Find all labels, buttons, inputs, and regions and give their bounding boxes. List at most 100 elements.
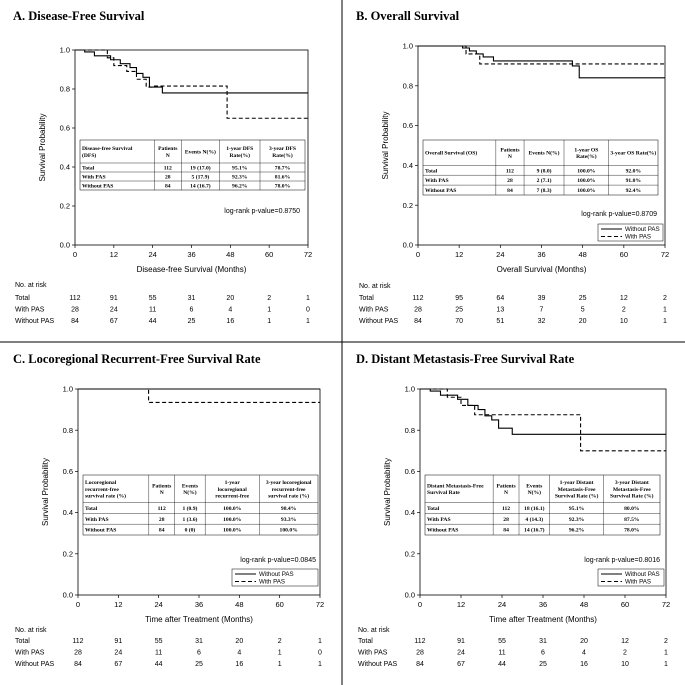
table-header-cell: 1-year locoregional recurrent-free	[215, 480, 249, 499]
x-axis-label: Disease-free Survival (Months)	[137, 265, 247, 274]
table-cell: 112	[506, 168, 514, 174]
risk-count: 84	[414, 318, 422, 325]
x-tick-label: 0	[418, 600, 422, 609]
y-tick-label: 1.0	[60, 46, 70, 55]
risk-count: 11	[155, 650, 162, 657]
risk-count: 1	[306, 318, 310, 325]
risk-row-label: Total	[15, 295, 30, 302]
pvalue-label: log-rank p-value=0.0845	[240, 557, 316, 564]
table-cell: 95.1%	[232, 166, 248, 172]
risk-count: 16	[580, 661, 588, 668]
risk-count: 31	[539, 638, 547, 645]
panel-title: B. Overall Survival	[356, 9, 460, 23]
x-tick-label: 72	[316, 600, 324, 609]
risk-count: 25	[539, 661, 547, 668]
series-line-with-pas	[75, 49, 308, 119]
table-header-cell: Disease-free Survival (DFS)	[82, 146, 133, 159]
y-tick-label: 0.8	[405, 426, 415, 435]
table-header-cell: 1-year OS Rate(%)	[574, 147, 598, 160]
y-axis-label: Survival Probability	[381, 111, 390, 179]
x-tick-label: 48	[226, 250, 234, 259]
risk-count: 1	[664, 650, 668, 657]
table-cell: Total	[82, 166, 95, 172]
table-cell: 100.0%	[223, 517, 242, 523]
x-tick-label: 36	[539, 600, 547, 609]
panel-title: D. Distant Metastasis-Free Survival Rate	[356, 352, 575, 366]
legend-label: With PAS	[259, 579, 285, 586]
risk-count: 51	[496, 318, 504, 325]
risk-count: 20	[235, 638, 243, 645]
x-tick-label: 36	[537, 250, 545, 259]
risk-count: 25	[195, 661, 203, 668]
risk-row-label: Without PAS	[358, 661, 397, 668]
table-cell: 92.3%	[569, 517, 585, 523]
y-tick-label: 0.2	[405, 549, 415, 558]
risk-count: 4	[228, 307, 232, 314]
y-tick-label: 1.0	[405, 385, 415, 394]
risk-count: 12	[620, 295, 628, 302]
table-header-cell: Events N(%)	[526, 484, 543, 497]
legend-label: Without PAS	[259, 571, 294, 578]
legend-label: Without PAS	[625, 571, 660, 578]
risk-count: 10	[621, 661, 629, 668]
risk-count: 64	[496, 295, 504, 302]
table-cell: 4 (14.3)	[525, 516, 543, 523]
y-axis-label: Survival Probability	[41, 458, 50, 526]
table-cell: 14 (16.7)	[190, 183, 211, 190]
table-cell: 18 (16.1)	[524, 505, 545, 512]
table-cell: 92.0%	[626, 168, 642, 174]
risk-count: 95	[455, 295, 463, 302]
risk-count: 4	[237, 650, 241, 657]
risk-count: 1	[306, 295, 310, 302]
risk-row-label: Total	[359, 295, 374, 302]
risk-count: 2	[664, 638, 668, 645]
legend-label: With PAS	[625, 234, 651, 241]
table-cell: 0 (0)	[185, 527, 196, 534]
y-tick-label: 1.0	[403, 42, 413, 51]
table-header-cell: Patients N	[496, 484, 516, 497]
series-line-with-pas	[78, 388, 320, 403]
risk-count: 84	[74, 661, 82, 668]
y-tick-label: 0.4	[63, 508, 73, 517]
risk-count: 1	[663, 307, 667, 314]
risk-count: 6	[197, 650, 201, 657]
panel-title: A. Disease-Free Survival	[13, 9, 145, 23]
risk-count: 1	[278, 650, 282, 657]
risk-count: 20	[580, 638, 588, 645]
risk-count: 24	[110, 307, 118, 314]
x-tick-label: 60	[620, 250, 628, 259]
table-cell: Without PAS	[82, 184, 113, 190]
table-cell: 7 (8.3)	[537, 187, 552, 194]
risk-count: 2	[267, 295, 271, 302]
risk-count: 31	[195, 638, 203, 645]
x-tick-label: 36	[187, 250, 195, 259]
x-tick-label: 48	[578, 250, 586, 259]
risk-row-label: With PAS	[15, 650, 45, 657]
table-cell: With PAS	[425, 178, 449, 184]
x-tick-label: 60	[275, 600, 283, 609]
risk-row-label: Without PAS	[15, 661, 54, 668]
risk-count: 112	[414, 638, 425, 645]
x-tick-label: 12	[455, 250, 463, 259]
risk-count: 10	[620, 318, 628, 325]
x-tick-label: 48	[235, 600, 243, 609]
risk-row-label: With PAS	[359, 307, 389, 314]
table-header-cell: 3-year DFS Rate(%)	[269, 146, 296, 159]
risk-count: 1	[267, 318, 271, 325]
series-line-without-pas	[75, 49, 308, 94]
table-cell: 28	[165, 175, 171, 181]
table-cell: 100.0%	[223, 528, 242, 534]
table-border	[424, 474, 661, 536]
table-cell: Without PAS	[425, 188, 456, 194]
risk-count: 91	[457, 638, 465, 645]
risk-count: 2	[663, 295, 667, 302]
x-tick-label: 72	[304, 250, 312, 259]
table-header-cell: Events N(%)	[185, 149, 216, 156]
legend-label: Without PAS	[625, 226, 660, 233]
risk-count: 39	[538, 295, 546, 302]
table-border	[82, 474, 319, 536]
risk-count: 67	[110, 318, 118, 325]
y-tick-label: 0.8	[403, 81, 413, 90]
risk-row-label: With PAS	[15, 307, 45, 314]
